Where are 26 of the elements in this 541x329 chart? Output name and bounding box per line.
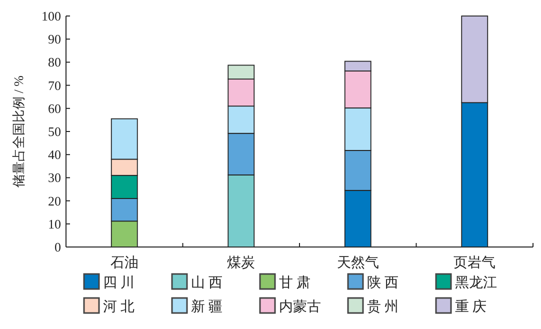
legend-label: 黑龙江 [455,275,497,291]
x-tick-label: 页岩气 [454,255,496,271]
legend-label: 贵 州 [367,299,398,315]
legend-label: 陕 西 [367,275,398,291]
y-tick-label: 40 [48,147,61,162]
y-tick-label: 90 [48,32,61,47]
y-tick-label: 20 [48,193,61,208]
y-tick-label: 50 [48,124,61,139]
y-tick-label: 0 [54,240,61,254]
y-tick-label: 70 [48,78,61,93]
x-tick-label: 煤炭 [227,255,256,271]
legend-label: 新 疆 [191,299,222,315]
y-axis-title: 储量占全国比例 / % [11,75,26,188]
legend-label: 四 川 [103,275,134,291]
legend-label: 山 西 [191,275,222,291]
x-tick-label: 天然气 [336,255,379,271]
x-tick-label: 石油 [110,255,138,271]
legend-label: 重 庆 [455,299,486,315]
y-tick-label: 100 [42,8,61,24]
legend-label: 甘 肃 [279,275,310,291]
legend-label: 内蒙古 [279,299,321,315]
legend-label: 河 北 [103,299,134,315]
y-tick-label: 80 [48,54,61,70]
y-tick-label: 10 [48,216,61,232]
y-tick-label: 60 [48,100,61,116]
y-tick-label: 30 [48,170,61,186]
